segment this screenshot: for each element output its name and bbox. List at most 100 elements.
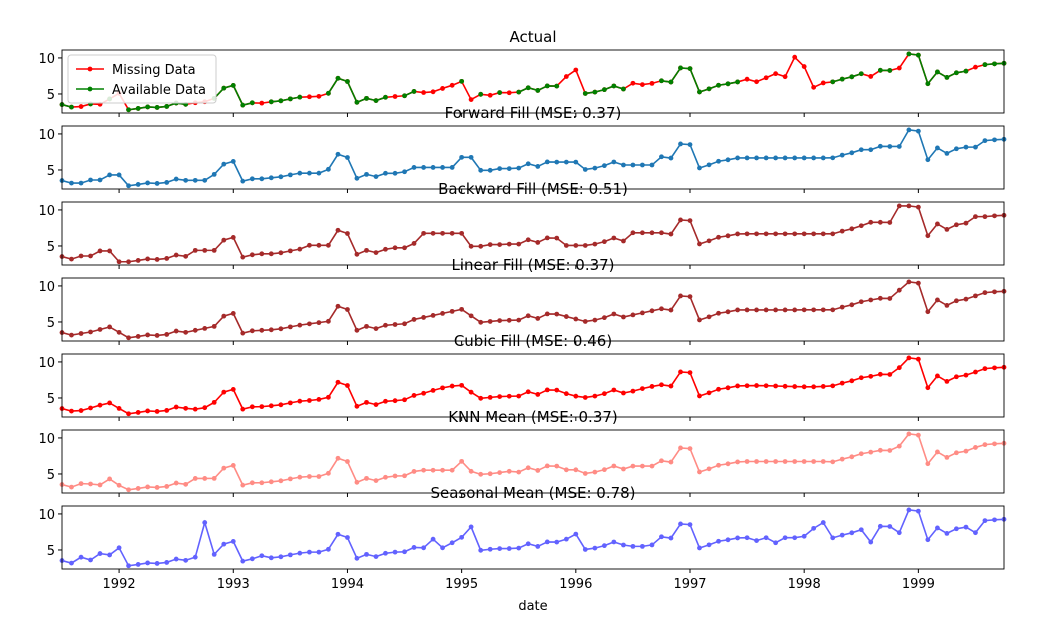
data-point [754,155,759,161]
data-point [202,476,208,481]
data-point [782,535,788,541]
data-point [307,94,312,100]
data-point [887,144,893,149]
data-point [601,543,607,549]
data-point [354,327,360,333]
data-point [621,542,626,548]
data-point [335,227,341,233]
data-point [221,85,227,91]
data-point [906,355,912,361]
panel-frame [61,353,1005,418]
data-point [544,83,550,89]
data-point [364,323,369,329]
data-point [278,250,284,256]
data-point [592,241,598,247]
data-point [611,539,617,545]
data-point [126,411,131,417]
data-point [725,233,731,239]
data-point [668,459,674,465]
data-point [877,67,883,73]
data-point [459,154,465,160]
data-point [211,247,217,253]
data-point [944,74,950,80]
data-point [621,314,626,320]
data-point [78,253,84,259]
data-point [525,313,531,319]
data-point [202,247,208,253]
data-point [782,231,788,237]
data-point [221,541,227,547]
data-point [345,383,350,388]
data-point [754,79,759,85]
data-point [782,383,788,389]
data-point [69,560,74,566]
data-point [497,242,503,248]
data-point [506,166,512,172]
data-point [735,231,741,237]
data-point [906,127,912,133]
data-point [687,66,693,71]
legend-label: Missing Data [112,63,196,78]
data-point [573,531,579,537]
data-point [297,94,303,100]
data-point [107,248,113,254]
data-point [830,155,836,161]
data-point [88,481,93,487]
data-point [468,313,474,319]
data-point [126,563,131,569]
data-point [316,242,322,248]
data-point [411,89,417,94]
data-point [992,137,997,143]
data-point [573,243,579,248]
data-point [639,310,645,316]
data-point [478,547,484,553]
y-tick-label: 5 [47,544,55,559]
data-point [268,479,274,485]
data-point [78,554,84,560]
data-point [459,534,465,540]
data-point [278,478,284,484]
data-point [992,289,997,295]
data-point [716,310,721,316]
data-point [725,309,731,315]
data-point [230,310,236,316]
data-point [497,318,503,324]
data-point [88,177,93,183]
data-point [678,293,683,299]
data-point [659,230,664,236]
data-point [164,408,170,413]
data-point [963,220,969,226]
data-point [345,535,350,540]
data-point [925,385,931,391]
data-point [459,458,465,464]
data-point [792,459,798,464]
panel-title: Actual [510,28,557,46]
data-point [230,82,236,88]
data-point [230,386,236,392]
legend-label: Available Data [112,83,206,98]
data-point [249,100,255,106]
data-point [944,530,950,536]
data-point [516,317,522,323]
data-point [173,176,179,182]
data-point [735,459,741,465]
data-point [135,258,141,263]
data-point [744,535,750,541]
data-point [411,165,417,170]
data-point [678,217,683,223]
data-point [116,329,122,335]
data-point [354,403,360,409]
data-point [516,165,522,171]
data-point [563,314,569,319]
data-point [411,241,417,246]
data-point [392,322,398,327]
data-point [801,307,807,313]
data-point [230,234,236,240]
data-point [135,106,141,111]
data-point [535,468,541,473]
data-point [478,243,484,249]
data-point [639,543,645,549]
data-point [925,233,931,239]
data-point [316,549,322,555]
data-point [78,408,84,413]
